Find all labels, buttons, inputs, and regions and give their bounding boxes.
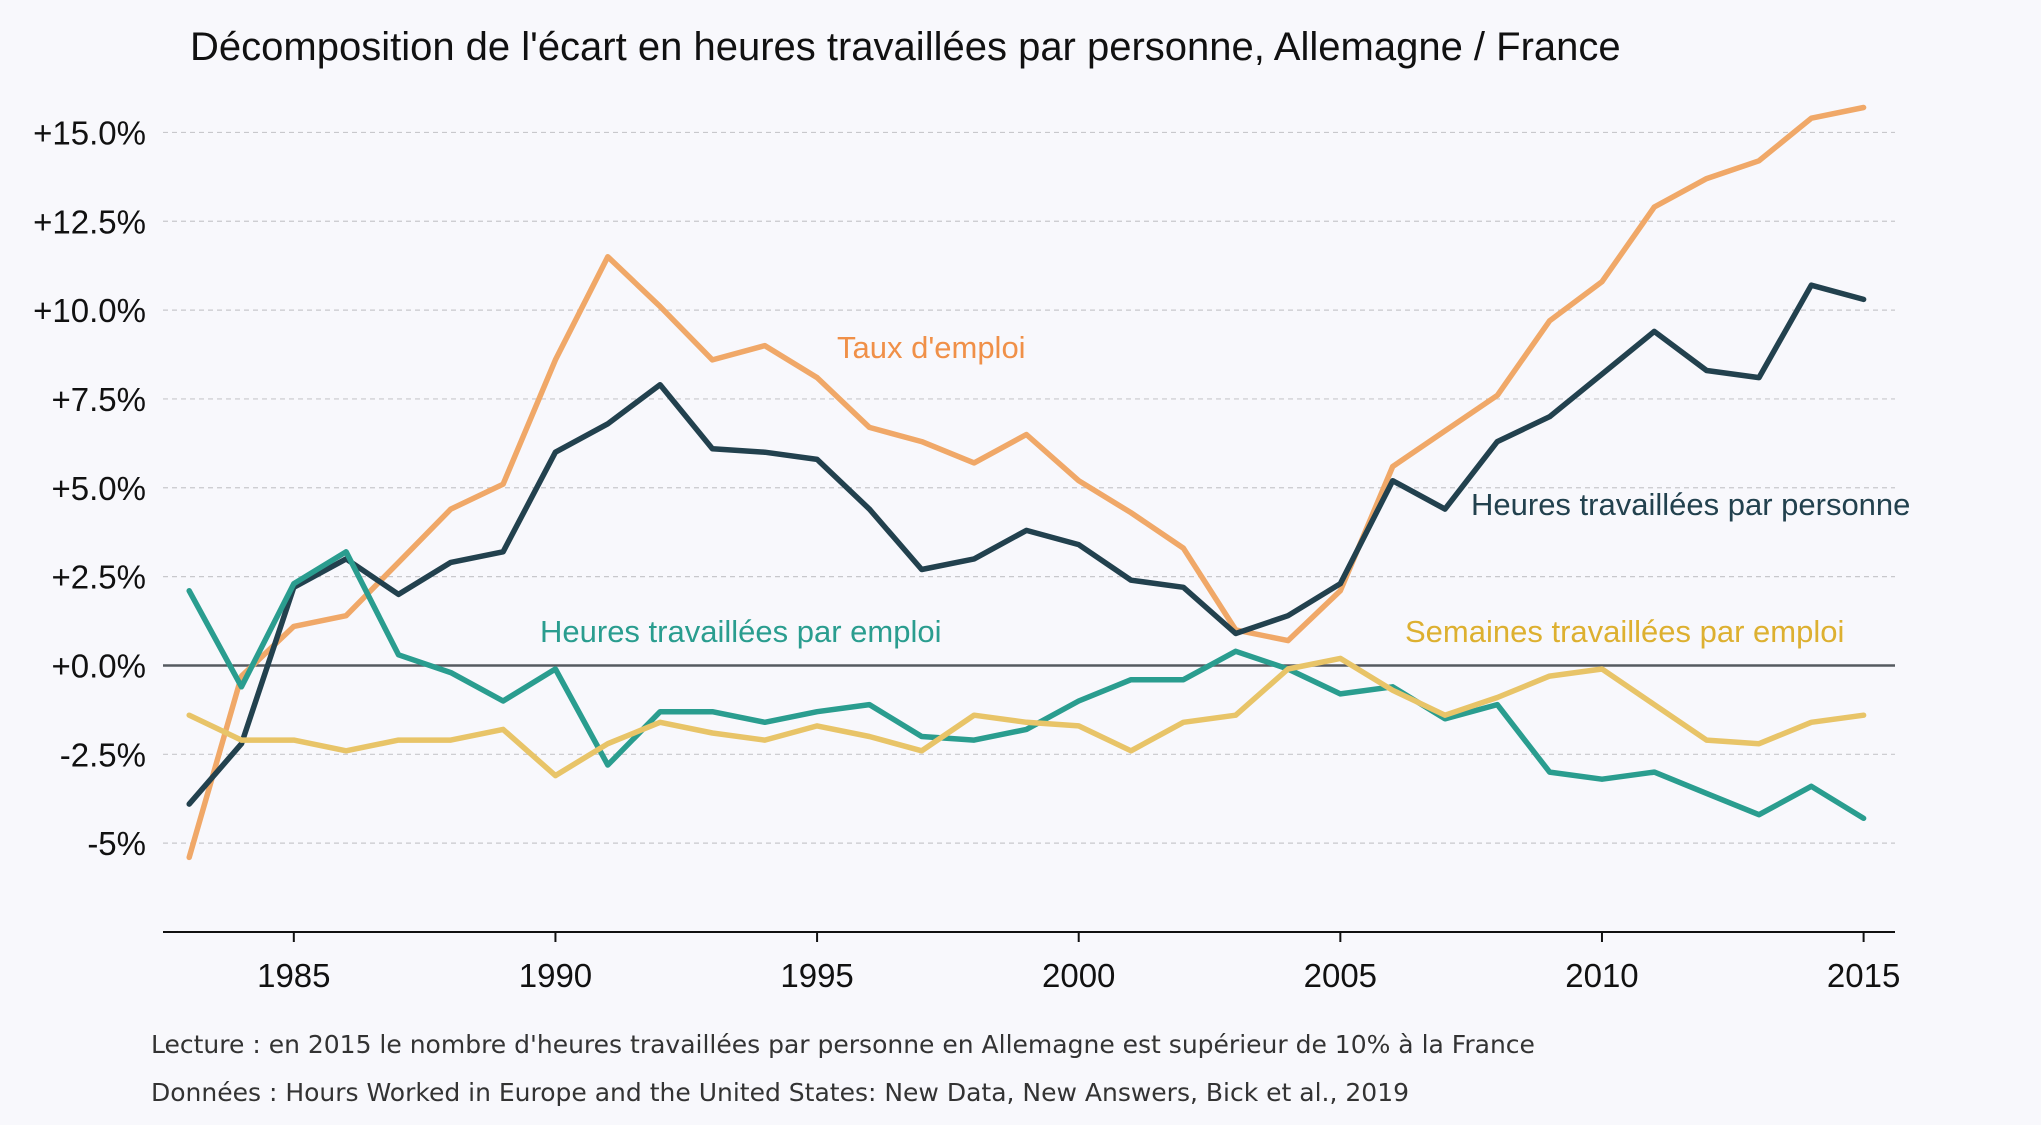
series-line-3 [186, 655, 1867, 779]
series-label-semaines-par-emploi: Semaines travaillées par emploi [1405, 614, 1844, 649]
caption-lecture: Lecture : en 2015 le nombre d'heures tra… [151, 1030, 1535, 1059]
x-tick-label: 2000 [1042, 957, 1115, 994]
series-line-1 [186, 282, 1867, 807]
series-lines [186, 104, 1867, 861]
x-tick-label: 1985 [257, 957, 330, 994]
gridlines [163, 131, 1895, 844]
series-line-0 [186, 104, 1867, 861]
series-label-heures-par-emploi: Heures travaillées par emploi [540, 614, 941, 649]
y-tick-label: -2.5% [60, 736, 146, 773]
y-tick-label: +2.5% [52, 559, 147, 596]
x-tick-label: 2010 [1565, 957, 1638, 994]
x-tick-label: 1995 [780, 957, 853, 994]
y-tick-label: +10.0% [33, 292, 146, 329]
x-tick-label: 2015 [1827, 957, 1900, 994]
series-label-heures-par-personne: Heures travaillées par personne [1471, 487, 1910, 522]
series-label-taux-emploi: Taux d'emploi [837, 330, 1026, 365]
caption-donnees: Données : Hours Worked in Europe and the… [151, 1078, 1409, 1107]
y-tick-label: +5.0% [52, 470, 147, 507]
y-tick-label: +12.5% [33, 203, 146, 240]
chart-title: Décomposition de l'écart en heures trava… [190, 25, 1621, 69]
y-tick-label: -5% [87, 825, 146, 862]
y-axis-ticks: +15.0% +12.5% +10.0% +7.5% +5.0% +2.5% +0.0% -2… [33, 114, 146, 862]
x-axis-ticks: 1985 1990 1995 2000 2005 2010 2015 [257, 932, 1900, 994]
y-tick-label: +7.5% [52, 381, 147, 418]
x-tick-label: 2005 [1304, 957, 1377, 994]
series-line-2 [186, 549, 1867, 822]
y-tick-label: +0.0% [52, 647, 147, 684]
x-tick-label: 1990 [519, 957, 592, 994]
y-tick-label: +15.0% [33, 114, 146, 151]
